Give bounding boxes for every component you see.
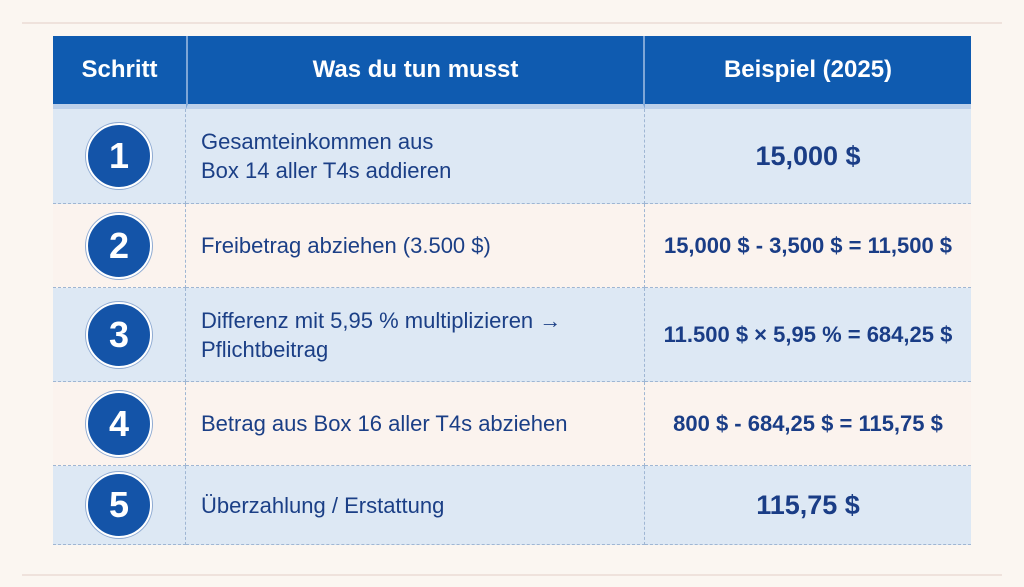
example-cell: 15,000 $	[645, 109, 971, 204]
step-cell: 4	[53, 382, 186, 466]
header-action: Was du tun musst	[186, 36, 645, 109]
header-example: Beispiel (2025)	[645, 36, 971, 109]
step-number-badge: 2	[86, 212, 152, 279]
description-cell: Freibetrag abziehen (3.500 $)	[186, 204, 645, 288]
step-number-badge: 3	[86, 301, 152, 368]
step-cell: 1	[53, 109, 186, 204]
step-number-badge: 5	[86, 472, 152, 538]
top-divider	[22, 22, 1002, 24]
step-number-badge: 1	[86, 123, 152, 189]
step-cell: 3	[53, 288, 186, 382]
step-description: Gesamteinkommen aus Box 14 aller T4s add…	[201, 129, 452, 183]
example-cell: 115,75 $	[645, 466, 971, 545]
example-cell: 15,000 $ - 3,500 $ = 11,500 $	[645, 204, 971, 288]
description-cell: Differenz mit 5,95 % multiplizieren → Pf…	[186, 288, 645, 382]
step-description: Überzahlung / Erstattung	[201, 492, 445, 518]
header-step: Schritt	[53, 36, 186, 109]
step-description: Freibetrag abziehen (3.500 $)	[201, 233, 491, 258]
description-cell: Gesamteinkommen aus Box 14 aller T4s add…	[186, 109, 645, 204]
steps-table: Schritt Was du tun musst Beispiel (2025)…	[53, 36, 971, 552]
example-cell: 11.500 $ × 5,95 % = 684,25 $	[645, 288, 971, 382]
description-cell: Betrag aus Box 16 aller T4s abziehen	[186, 382, 645, 466]
step-cell: 2	[53, 204, 186, 288]
step-description: Differenz mit 5,95 % multiplizieren → Pf…	[201, 307, 562, 362]
example-cell: 800 $ - 684,25 $ = 115,75 $	[645, 382, 971, 466]
step-description: Betrag aus Box 16 aller T4s abziehen	[201, 411, 568, 436]
step-cell: 5	[53, 466, 186, 545]
bottom-divider	[22, 574, 1002, 576]
description-cell: Überzahlung / Erstattung	[186, 466, 645, 545]
step-number-badge: 4	[86, 390, 152, 457]
